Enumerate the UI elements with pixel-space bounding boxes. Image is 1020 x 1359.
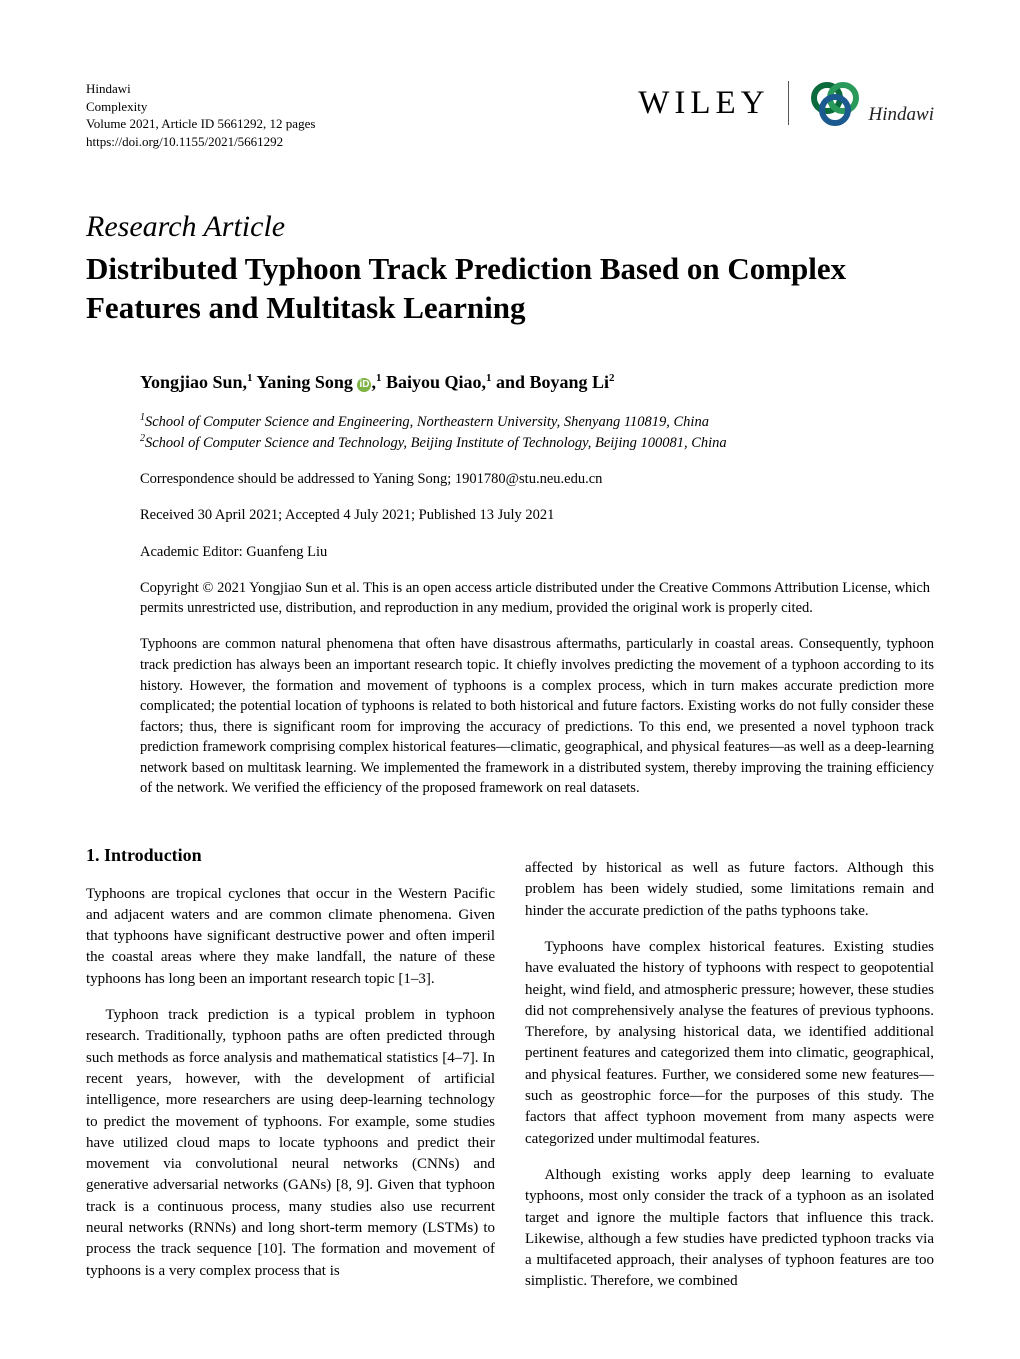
header: Hindawi Complexity Volume 2021, Article … bbox=[86, 80, 934, 150]
hindawi-logo: Hindawi bbox=[807, 80, 934, 126]
left-column: 1. Introduction Typhoons are tropical cy… bbox=[86, 843, 495, 1293]
logo-divider bbox=[788, 81, 789, 125]
rings-icon bbox=[807, 80, 863, 126]
publisher-name: Hindawi bbox=[86, 80, 315, 98]
paragraph: affected by historical as well as future… bbox=[525, 858, 934, 922]
article-title: Distributed Typhoon Track Prediction Bas… bbox=[86, 250, 934, 328]
section-heading: 1. Introduction bbox=[86, 843, 495, 869]
doi-line: https://doi.org/10.1155/2021/5661292 bbox=[86, 133, 315, 151]
body-columns: 1. Introduction Typhoons are tropical cy… bbox=[86, 843, 934, 1293]
right-column: affected by historical as well as future… bbox=[525, 843, 934, 1293]
logo-block: WILEY Hindawi bbox=[638, 80, 934, 126]
correspondence: Correspondence should be addressed to Ya… bbox=[140, 469, 934, 489]
copyright: Copyright © 2021 Yongjiao Sun et al. Thi… bbox=[140, 578, 934, 619]
authors: Yongjiao Sun,1 Yaning Song iD,1 Baiyou Q… bbox=[140, 372, 934, 393]
dates: Received 30 April 2021; Accepted 4 July … bbox=[140, 505, 934, 525]
abstract: Typhoons are common natural phenomena th… bbox=[140, 634, 934, 799]
paragraph: Typhoons have complex historical feature… bbox=[525, 937, 934, 1150]
affiliation-1: 1School of Computer Science and Engineer… bbox=[140, 411, 934, 432]
academic-editor: Academic Editor: Guanfeng Liu bbox=[140, 542, 934, 562]
journal-name: Complexity bbox=[86, 98, 315, 116]
affiliation-2: 2School of Computer Science and Technolo… bbox=[140, 432, 934, 453]
wiley-logo: WILEY bbox=[638, 85, 769, 122]
affiliations: 1School of Computer Science and Engineer… bbox=[140, 411, 934, 453]
publisher-info: Hindawi Complexity Volume 2021, Article … bbox=[86, 80, 315, 150]
hindawi-label: Hindawi bbox=[869, 104, 934, 126]
volume-line: Volume 2021, Article ID 5661292, 12 page… bbox=[86, 115, 315, 133]
paragraph: Although existing works apply deep learn… bbox=[525, 1165, 934, 1293]
page: Hindawi Complexity Volume 2021, Article … bbox=[0, 0, 1020, 1359]
paragraph: Typhoon track prediction is a typical pr… bbox=[86, 1005, 495, 1282]
article-type: Research Article bbox=[86, 210, 934, 244]
paragraph: Typhoons are tropical cyclones that occu… bbox=[86, 884, 495, 990]
